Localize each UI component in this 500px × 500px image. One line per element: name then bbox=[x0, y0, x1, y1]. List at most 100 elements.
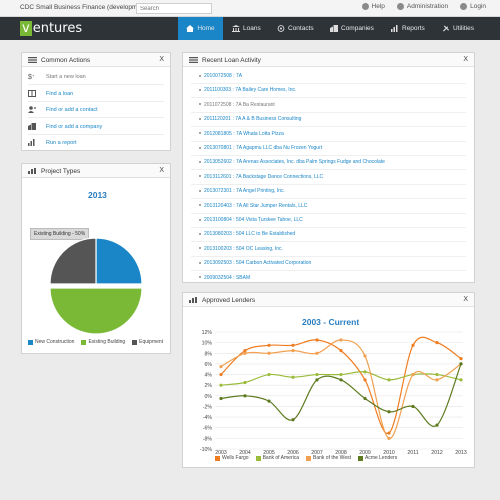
data-point[interactable] bbox=[267, 372, 271, 377]
loan-activity-label: 2009032504 : SBAM bbox=[204, 274, 251, 281]
data-point[interactable] bbox=[219, 372, 223, 377]
data-point[interactable] bbox=[243, 351, 247, 355]
legend-item[interactable]: Bank of the West bbox=[306, 455, 351, 461]
data-point[interactable] bbox=[387, 410, 391, 414]
legend-item[interactable]: New Construction bbox=[28, 339, 74, 345]
data-point[interactable] bbox=[387, 431, 391, 435]
logo[interactable]: v entures bbox=[20, 21, 82, 36]
nav-home[interactable]: Home bbox=[178, 17, 223, 40]
loan-activity-item[interactable]: 2013120403 : 7A All Star Jumper Rentals,… bbox=[199, 203, 307, 209]
nav-contacts[interactable]: Contacts bbox=[277, 17, 314, 40]
help-link[interactable]: Help bbox=[361, 3, 385, 10]
data-point[interactable] bbox=[267, 343, 271, 347]
data-point[interactable] bbox=[315, 372, 319, 377]
pie-slice[interactable] bbox=[49, 237, 97, 285]
loan-activity-item[interactable]: 2009032504 : SBAM bbox=[199, 275, 250, 281]
nav-contacts-label: Contacts bbox=[288, 25, 314, 32]
action-start-loan[interactable]: $ + Start a new loan bbox=[28, 73, 86, 80]
x-tick-label: 2009 bbox=[359, 450, 371, 455]
help-label: Help bbox=[371, 3, 385, 10]
loan-activity-item[interactable]: 2013092503 : 504 Carbon Activated Corpor… bbox=[199, 260, 311, 266]
action-find-contact[interactable]: Find or add a contact bbox=[28, 106, 98, 113]
data-point[interactable] bbox=[291, 349, 295, 353]
data-point[interactable] bbox=[435, 341, 439, 345]
data-point[interactable] bbox=[339, 349, 343, 353]
data-point[interactable] bbox=[243, 349, 247, 353]
action-run-report[interactable]: Run a report bbox=[28, 139, 77, 146]
data-point[interactable] bbox=[267, 399, 271, 403]
data-point[interactable] bbox=[435, 378, 439, 382]
data-point[interactable] bbox=[339, 338, 343, 342]
data-point[interactable] bbox=[243, 394, 247, 398]
administration-link[interactable]: Administration bbox=[396, 3, 449, 10]
pie-slice[interactable] bbox=[49, 287, 143, 334]
data-point[interactable] bbox=[315, 351, 319, 355]
data-point[interactable] bbox=[387, 378, 391, 382]
data-point[interactable] bbox=[435, 372, 439, 377]
legend-item[interactable]: Equipment bbox=[132, 339, 163, 345]
loan-activity-item[interactable]: 2013100804 : 504 Vista Turskee Tahoe, LL… bbox=[199, 217, 303, 223]
search-input[interactable] bbox=[136, 3, 212, 14]
loan-activity-item[interactable]: 2013112601 : 7A Backstage Dance Connecti… bbox=[199, 174, 323, 180]
data-point[interactable] bbox=[363, 354, 367, 358]
bullet-icon bbox=[199, 218, 201, 221]
data-point[interactable] bbox=[219, 383, 223, 387]
loan-activity-item[interactable]: 2013100203 : 504 OC Leasing, Inc. bbox=[199, 246, 283, 252]
approved-lenders-close-button[interactable]: X bbox=[463, 296, 468, 303]
loan-activity-item[interactable]: 2013052602 : 7A Arenas Associates, Inc. … bbox=[199, 159, 385, 165]
legend-item[interactable]: Acme Lenders bbox=[357, 455, 397, 461]
action-find-company[interactable]: Find or add a company bbox=[28, 123, 102, 130]
nav-utilities[interactable]: Utilities bbox=[442, 17, 474, 40]
loan-activity-label: 2013100804 : 504 Vista Turskee Tahoe, LL… bbox=[204, 217, 303, 223]
nav-loans[interactable]: Loans bbox=[232, 17, 261, 40]
nav-companies[interactable]: Companies bbox=[330, 17, 374, 40]
loan-activity-item[interactable]: 2011072508 : 7A Ba Restaurant bbox=[199, 102, 275, 108]
series-line[interactable] bbox=[220, 339, 462, 439]
data-point[interactable] bbox=[315, 338, 319, 342]
data-point[interactable] bbox=[363, 396, 367, 401]
data-point[interactable] bbox=[411, 343, 415, 347]
user-icon bbox=[460, 3, 468, 10]
data-point[interactable] bbox=[411, 404, 415, 409]
loan-activity-item[interactable]: 2011120201 : 7A A & B Business Consultin… bbox=[199, 116, 301, 122]
data-point[interactable] bbox=[411, 372, 415, 377]
nav-reports[interactable]: Reports bbox=[391, 17, 425, 40]
data-point[interactable] bbox=[291, 343, 295, 347]
bullet-icon bbox=[199, 89, 201, 92]
series-line[interactable] bbox=[220, 336, 462, 434]
data-point[interactable] bbox=[339, 372, 343, 377]
data-point[interactable] bbox=[459, 362, 463, 366]
legend-item[interactable]: Existing Building bbox=[81, 339, 125, 345]
pie-slice[interactable] bbox=[95, 237, 143, 285]
action-find-loan[interactable]: Find a loan bbox=[28, 90, 73, 97]
data-point[interactable] bbox=[459, 378, 463, 382]
data-point[interactable] bbox=[339, 378, 343, 382]
y-tick-label: -8% bbox=[203, 436, 213, 442]
administration-label: Administration bbox=[406, 3, 449, 10]
data-point[interactable] bbox=[435, 423, 439, 427]
legend-item[interactable]: Bank of America bbox=[255, 455, 299, 461]
data-point[interactable] bbox=[387, 436, 391, 440]
data-point[interactable] bbox=[243, 380, 247, 385]
pie-chart bbox=[49, 237, 143, 334]
data-point[interactable] bbox=[219, 396, 223, 401]
data-point[interactable] bbox=[219, 364, 223, 369]
data-point[interactable] bbox=[363, 378, 367, 382]
data-point[interactable] bbox=[291, 418, 295, 422]
loan-activity-item[interactable]: 2011100303 : 7A Bailey Care Homes, Inc. bbox=[199, 87, 296, 93]
loan-activity-item[interactable]: 2013070801 : 7A Agapmu LLC dba Nu Frozen… bbox=[199, 145, 322, 151]
loan-activity-item[interactable]: 2013072301 : 7A Angel Printing, Inc. bbox=[199, 188, 285, 194]
data-point[interactable] bbox=[291, 375, 295, 379]
loan-activity-close-button[interactable]: X bbox=[463, 56, 468, 63]
project-types-close-button[interactable]: X bbox=[159, 167, 164, 174]
loan-activity-item[interactable]: 2010072508 : 7A bbox=[199, 73, 242, 79]
data-point[interactable] bbox=[315, 378, 319, 382]
login-link[interactable]: Login bbox=[460, 3, 486, 10]
loan-activity-item[interactable]: 2013080203 : 504 LLC to Be Established bbox=[199, 231, 295, 237]
data-point[interactable] bbox=[267, 351, 271, 355]
data-point[interactable] bbox=[363, 370, 367, 374]
loan-activity-item[interactable]: 2012081805 : 7A Whata Lotta Pizza bbox=[199, 131, 284, 137]
common-actions-close-button[interactable]: X bbox=[159, 56, 164, 63]
data-point[interactable] bbox=[459, 356, 463, 361]
legend-item[interactable]: Wells Fargo bbox=[215, 455, 249, 461]
